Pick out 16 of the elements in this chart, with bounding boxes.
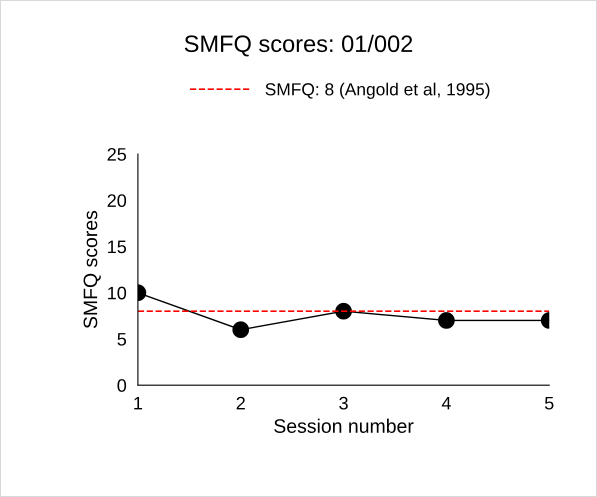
y-tick-label: 25 (108, 148, 126, 161)
x-tick-label: 2 (236, 396, 245, 410)
x-tick-label: 5 (544, 396, 554, 410)
x-tick-label: 3 (339, 396, 348, 410)
y-tick-label: 0 (117, 379, 126, 392)
legend-label: SMFQ: 8 (Angold et al, 1995) (266, 82, 490, 99)
y-axis-title: SMFQ scores (84, 210, 101, 328)
y-tick-label: 5 (117, 333, 126, 346)
y-tick-label: 10 (108, 286, 126, 300)
y-tick-label: 20 (108, 194, 126, 208)
y-tick-label: 15 (108, 240, 126, 254)
x-tick-label: 1 (134, 396, 142, 410)
chart-title: SMFQ scores: 01/002 (184, 34, 412, 56)
point (335, 302, 352, 320)
x-tick-label: 4 (442, 396, 451, 410)
x-axis-title: Session number (274, 418, 414, 433)
